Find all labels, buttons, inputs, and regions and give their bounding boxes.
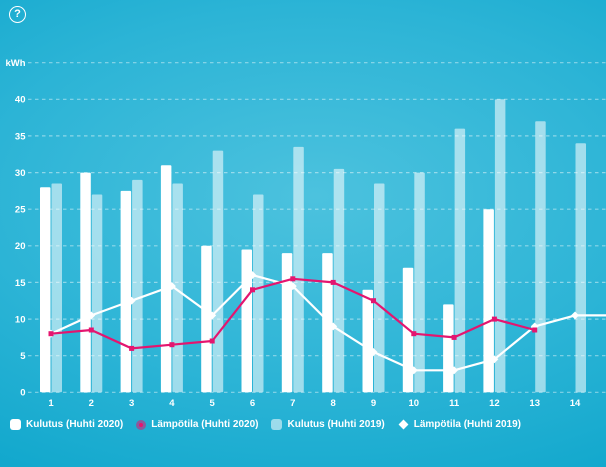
chart-legend: Kulutus (Huhti 2020) Lämpötila (Huhti 202… (10, 419, 521, 430)
pink-dot-icon (136, 419, 147, 430)
y-axis-tick-label: 30 (15, 168, 26, 179)
bar-kulutus-2020-12[interactable] (483, 209, 494, 393)
x-axis-label: 13 (529, 398, 540, 409)
point-lampotila-2019-4[interactable] (167, 282, 176, 291)
bar-kulutus-2020-8[interactable] (322, 253, 333, 393)
x-axis-label: 7 (290, 398, 295, 409)
y-axis-tick-label: 5 (20, 351, 26, 362)
white-diamond-icon (398, 419, 409, 430)
point-lampotila-2020-8[interactable] (330, 279, 336, 285)
x-axis-label: 8 (331, 398, 336, 409)
y-axis-tick-label: 15 (15, 278, 26, 289)
x-axis-label: 3 (129, 398, 134, 409)
x-axis-label: 10 (409, 398, 420, 409)
y-axis-tick-label: 0 (20, 388, 25, 399)
y-axis-tick-label: 20 (15, 241, 26, 252)
point-lampotila-2020-6[interactable] (250, 287, 255, 293)
point-lampotila-2019-11[interactable] (450, 366, 459, 375)
point-lampotila-2020-4[interactable] (169, 342, 175, 348)
bar-kulutus-2020-11[interactable] (443, 304, 454, 393)
x-axis-label: 2 (89, 398, 94, 409)
x-axis-label: 9 (371, 398, 376, 409)
x-axis-label: 4 (169, 398, 175, 409)
bar-kulutus-2019-4[interactable] (172, 183, 183, 393)
point-lampotila-2019-6[interactable] (248, 271, 257, 280)
bar-kulutus-2019-8[interactable] (333, 168, 345, 393)
x-axis-label: 1 (48, 398, 54, 409)
legend-item-4[interactable]: Lämpötila (Huhti 2019) (398, 419, 521, 430)
bar-kulutus-2019-7[interactable] (293, 146, 304, 393)
bar-kulutus-2019-5[interactable] (212, 150, 224, 393)
legend-label: Kulutus (Huhti 2020) (26, 419, 124, 430)
point-lampotila-2020-5[interactable] (209, 338, 215, 344)
legend-item-3[interactable]: Kulutus (Huhti 2019) (271, 419, 385, 430)
point-lampotila-2019-3[interactable] (127, 296, 136, 305)
bar-kulutus-2019-12[interactable] (494, 99, 506, 393)
bar-kulutus-2020-3[interactable] (120, 190, 132, 393)
x-axis-label: 11 (449, 398, 460, 409)
x-axis-label: 5 (210, 398, 216, 409)
y-axis-unit-label: kWh (5, 58, 25, 69)
y-axis-tick-label: 10 (15, 314, 26, 325)
point-lampotila-2019-9[interactable] (369, 348, 378, 356)
point-lampotila-2019-10[interactable] (409, 366, 418, 375)
bar-kulutus-2020-4[interactable] (160, 165, 172, 393)
point-lampotila-2020-9[interactable] (371, 298, 376, 304)
bar-kulutus-2020-1[interactable] (40, 187, 51, 393)
bar-kulutus-2019-9[interactable] (374, 183, 385, 393)
bar-kulutus-2019-14[interactable] (575, 143, 587, 393)
point-lampotila-2020-1[interactable] (48, 331, 54, 337)
bar-kulutus-2020-7[interactable] (281, 253, 293, 393)
legend-label: Lämpötila (Huhti 2020) (151, 419, 259, 430)
y-axis-tick-label: 40 (15, 95, 26, 106)
bar-kulutus-2019-3[interactable] (132, 179, 143, 393)
bar-kulutus-2019-6[interactable] (253, 194, 264, 393)
bar-kulutus-2019-13[interactable] (535, 121, 546, 393)
point-lampotila-2020-13[interactable] (532, 327, 538, 333)
point-lampotila-2019-7[interactable] (288, 282, 297, 291)
bar-kulutus-2019-10[interactable] (414, 172, 425, 393)
legend-item-1[interactable]: Kulutus (Huhti 2020) (10, 419, 123, 430)
bar-kulutus-2019-11[interactable] (454, 128, 466, 393)
bar-kulutus-2020-6[interactable] (241, 249, 253, 393)
point-lampotila-2020-10[interactable] (411, 331, 417, 337)
point-lampotila-2019-12[interactable] (490, 355, 499, 364)
point-lampotila-2020-2[interactable] (88, 327, 94, 333)
point-lampotila-2020-12[interactable] (491, 316, 497, 322)
bar-kulutus-2020-2[interactable] (80, 172, 91, 393)
x-axis-label: 14 (570, 398, 581, 409)
point-lampotila-2019-8[interactable] (329, 322, 338, 331)
y-axis-tick-label: 25 (15, 205, 26, 216)
bar-kulutus-2020-5[interactable] (201, 245, 212, 393)
question-mark-icon: ? (14, 8, 21, 20)
y-axis-tick-label: 35 (15, 131, 26, 142)
point-lampotila-2020-7[interactable] (290, 276, 296, 282)
help-button[interactable]: ? (9, 6, 26, 23)
x-axis-label: 12 (489, 398, 500, 409)
x-axis-label: 6 (250, 398, 255, 409)
bar-kulutus-2020-9[interactable] (362, 289, 374, 393)
legend-label: Kulutus (Huhti 2019) (287, 419, 385, 430)
bar-kulutus-2019-2[interactable] (91, 194, 103, 393)
bar-kulutus-2019-1[interactable] (51, 183, 63, 393)
legend-label: Lämpötila (Huhti 2019) (413, 419, 521, 430)
legend-item-2[interactable]: Lämpötila (Huhti 2020) (136, 419, 258, 430)
point-lampotila-2019-2[interactable] (87, 311, 96, 320)
pink-dot-icon (139, 422, 144, 427)
white-square-icon (10, 419, 21, 430)
point-lampotila-2020-11[interactable] (451, 334, 457, 340)
point-lampotila-2020-3[interactable] (129, 345, 135, 351)
lightblue-square-icon (271, 419, 283, 430)
point-lampotila-2019-5[interactable] (208, 311, 217, 320)
